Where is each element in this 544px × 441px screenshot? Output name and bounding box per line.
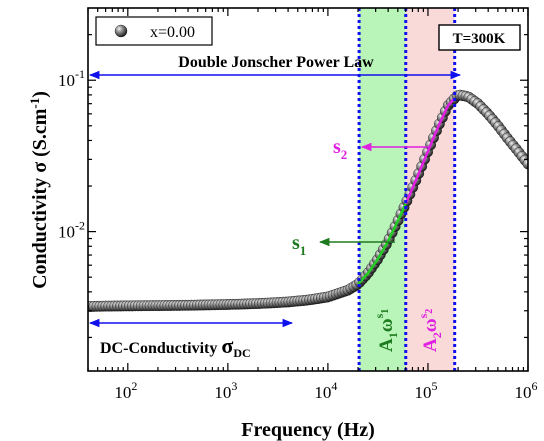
legend-marker — [114, 24, 128, 38]
x-tick-label: 103 — [214, 379, 237, 402]
y-axis-label: Conductivity σ (S.cm-1) — [27, 91, 51, 289]
s2-label: s2 — [333, 136, 347, 162]
plot-frame — [87, 7, 529, 372]
a1-omega-label: A1ωs1 — [372, 309, 400, 352]
shaded-regions — [359, 8, 455, 371]
temperature-label: T=300K — [453, 31, 506, 47]
x-tick-label: 102 — [114, 379, 137, 402]
x-tick-labels: 102 103 104 105 106 — [114, 379, 537, 402]
double-jonscher-label: Double Jonscher Power Law — [178, 54, 374, 71]
legend: x=0.00 — [95, 16, 213, 46]
data-series — [88, 89, 528, 312]
axis-ticks — [87, 8, 529, 371]
vertical-markers — [357, 8, 457, 371]
fit-lines — [357, 97, 456, 285]
y-tick-label: 10-2 — [58, 219, 85, 242]
x-axis-label: Frequency (Hz) — [241, 419, 375, 441]
dc-conductivity-label: DC-Conductivity σDC — [100, 333, 251, 360]
x-tick-label: 104 — [314, 379, 337, 402]
shaded-region-1 — [359, 8, 406, 371]
legend-label: x=0.00 — [150, 24, 195, 41]
y-tick-label: 10-1 — [58, 67, 85, 90]
x-tick-label: 106 — [515, 379, 538, 402]
x-tick-label: 105 — [414, 379, 437, 402]
s1-label: s1 — [292, 232, 306, 258]
y-tick-labels: 10-2 10-1 — [58, 67, 85, 241]
a2-omega-label: A2ωs2 — [416, 309, 444, 352]
temperature-box — [438, 24, 521, 51]
temperature-annotation: T=300K — [438, 24, 521, 51]
fit-line-2 — [404, 97, 456, 205]
fit-line-1 — [357, 202, 407, 285]
